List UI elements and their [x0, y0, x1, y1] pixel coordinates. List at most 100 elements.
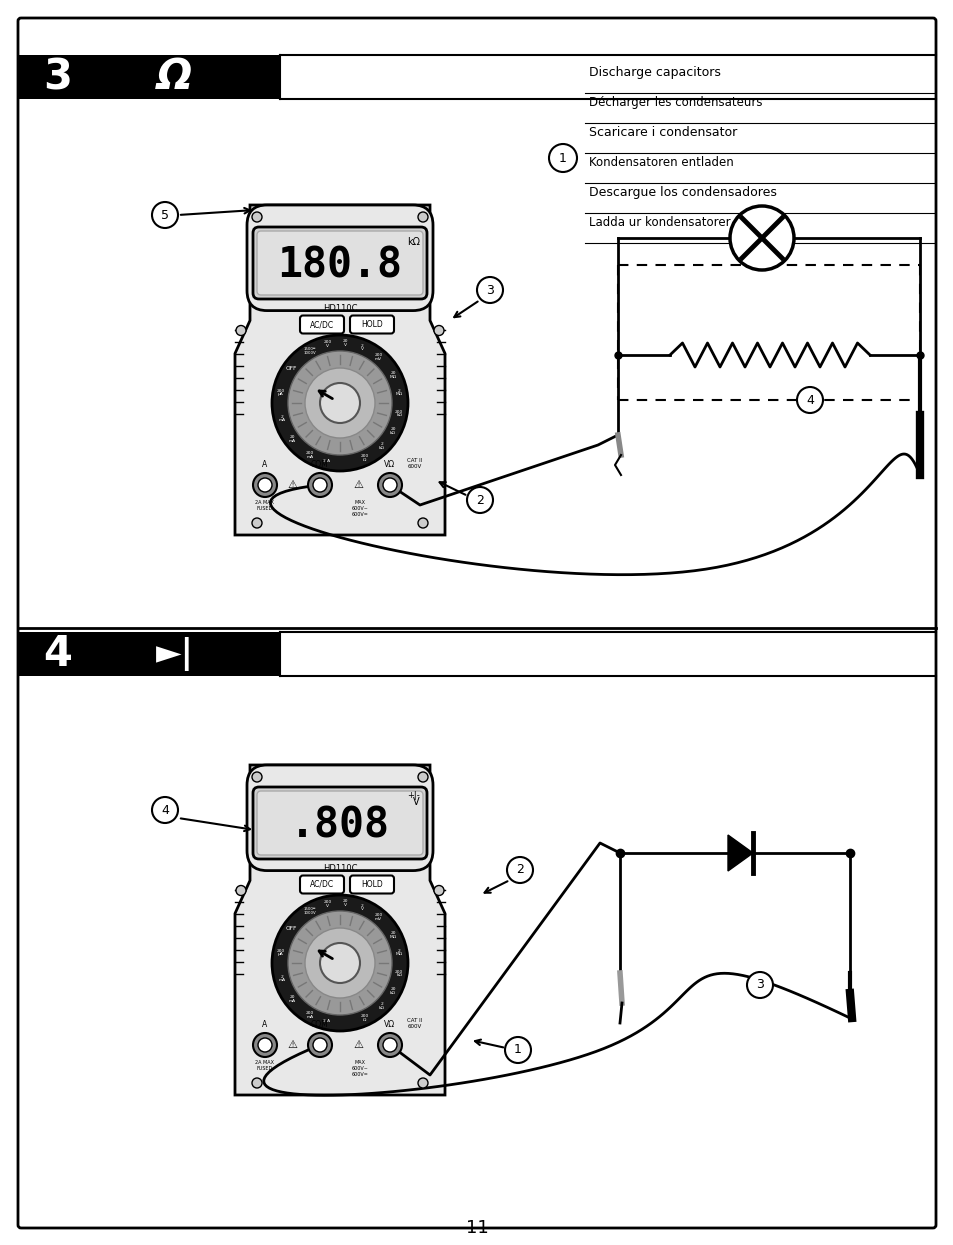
Text: 11: 11: [465, 1219, 488, 1238]
Text: 200
V: 200 V: [323, 340, 332, 349]
FancyBboxPatch shape: [350, 315, 394, 334]
Circle shape: [476, 276, 502, 303]
Text: OFF: OFF: [285, 926, 296, 931]
Circle shape: [152, 202, 178, 228]
Text: 20
MΩ: 20 MΩ: [389, 371, 396, 378]
Bar: [18, 55, 280, 100]
Text: Décharger les condensateurs: Décharger les condensateurs: [588, 96, 761, 110]
Text: 2
V: 2 V: [360, 344, 364, 351]
Text: 20
mA: 20 mA: [288, 995, 295, 1003]
Circle shape: [305, 928, 375, 998]
Text: 20
V: 20 V: [342, 899, 348, 908]
Circle shape: [377, 1033, 401, 1057]
Circle shape: [417, 518, 428, 528]
Circle shape: [257, 1038, 272, 1052]
Circle shape: [313, 1038, 327, 1052]
Text: 20
kΩ: 20 kΩ: [390, 987, 395, 995]
Text: Descargue los condensadores: Descargue los condensadores: [588, 186, 776, 199]
Text: 200
mA: 200 mA: [306, 451, 314, 459]
Text: 1: 1: [514, 1043, 521, 1057]
Text: AC/DC: AC/DC: [310, 320, 334, 329]
Circle shape: [288, 351, 392, 454]
Text: A: A: [262, 1020, 268, 1030]
Text: HOLD: HOLD: [361, 880, 382, 889]
Circle shape: [313, 478, 327, 492]
FancyBboxPatch shape: [253, 227, 427, 299]
Text: 2: 2: [476, 493, 483, 507]
Circle shape: [548, 144, 577, 172]
Text: 1500═
1000V: 1500═ 1000V: [303, 347, 316, 355]
Text: 2
MΩ: 2 MΩ: [395, 388, 402, 396]
Circle shape: [319, 942, 359, 984]
Text: VΩ: VΩ: [384, 1020, 395, 1030]
Text: +|-: +|-: [407, 791, 419, 801]
Text: 2A MAX
FUSED: 2A MAX FUSED: [255, 1059, 274, 1071]
Text: VΩ: VΩ: [384, 459, 395, 469]
Text: 2
V: 2 V: [360, 904, 364, 911]
Polygon shape: [234, 205, 444, 535]
Text: HD110C: HD110C: [322, 304, 356, 312]
Text: kΩ: kΩ: [407, 237, 419, 247]
Polygon shape: [234, 764, 444, 1096]
Text: 200
μA: 200 μA: [276, 388, 285, 396]
Circle shape: [796, 387, 822, 413]
Text: 4: 4: [805, 393, 813, 407]
Text: OFF: OFF: [285, 366, 296, 371]
Text: A: A: [262, 459, 268, 469]
Circle shape: [152, 797, 178, 823]
Text: V: V: [413, 797, 419, 807]
FancyBboxPatch shape: [256, 791, 422, 855]
Circle shape: [308, 1033, 332, 1057]
Text: 200
V: 200 V: [323, 900, 332, 908]
Circle shape: [417, 772, 428, 782]
Circle shape: [272, 895, 408, 1031]
Circle shape: [288, 911, 392, 1015]
Text: 4: 4: [44, 632, 72, 675]
Text: CAT II
600V: CAT II 600V: [407, 1018, 422, 1030]
Circle shape: [504, 1037, 531, 1063]
Circle shape: [382, 1038, 396, 1052]
Text: 2
mA: 2 mA: [278, 415, 285, 422]
Text: COM: COM: [311, 1020, 329, 1030]
FancyBboxPatch shape: [253, 787, 427, 859]
Circle shape: [417, 212, 428, 222]
FancyBboxPatch shape: [18, 17, 935, 1228]
FancyBboxPatch shape: [247, 764, 433, 870]
Circle shape: [308, 473, 332, 497]
Circle shape: [434, 325, 443, 335]
Text: Ladda ur kondensatorer: Ladda ur kondensatorer: [588, 215, 730, 229]
Text: 1500═
1000V: 1500═ 1000V: [303, 908, 316, 915]
Text: Scaricare i condensator: Scaricare i condensator: [588, 126, 737, 139]
Text: 2: 2: [516, 864, 523, 876]
Text: 1: 1: [558, 152, 566, 164]
FancyBboxPatch shape: [299, 315, 344, 334]
Text: 20
kΩ: 20 kΩ: [390, 427, 395, 435]
Circle shape: [746, 972, 772, 998]
Text: 200
Ω: 200 Ω: [360, 1013, 368, 1022]
Text: 200
mA: 200 mA: [306, 1011, 314, 1018]
Text: 3: 3: [44, 56, 72, 98]
Circle shape: [257, 478, 272, 492]
Circle shape: [319, 383, 359, 423]
Text: 200
μA: 200 μA: [276, 949, 285, 956]
Circle shape: [252, 772, 262, 782]
Text: 20
MΩ: 20 MΩ: [389, 931, 396, 939]
Circle shape: [235, 885, 246, 895]
Text: .808: .808: [290, 804, 390, 847]
Text: Kondensatoren entladen: Kondensatoren entladen: [588, 156, 733, 169]
Text: 5: 5: [161, 208, 169, 222]
Text: 2
mA: 2 mA: [278, 975, 285, 982]
Text: 200
mV: 200 mV: [374, 354, 382, 361]
Text: 2
MΩ: 2 MΩ: [395, 949, 402, 956]
Text: 200
kΩ: 200 kΩ: [395, 410, 403, 417]
FancyBboxPatch shape: [247, 205, 433, 310]
Text: 3: 3: [485, 284, 494, 296]
Circle shape: [434, 885, 443, 895]
FancyBboxPatch shape: [256, 232, 422, 295]
Circle shape: [235, 325, 246, 335]
Circle shape: [253, 473, 276, 497]
Text: HD110C: HD110C: [322, 864, 356, 873]
FancyBboxPatch shape: [350, 875, 394, 894]
Text: COM: COM: [311, 459, 329, 469]
Text: 4: 4: [161, 803, 169, 817]
